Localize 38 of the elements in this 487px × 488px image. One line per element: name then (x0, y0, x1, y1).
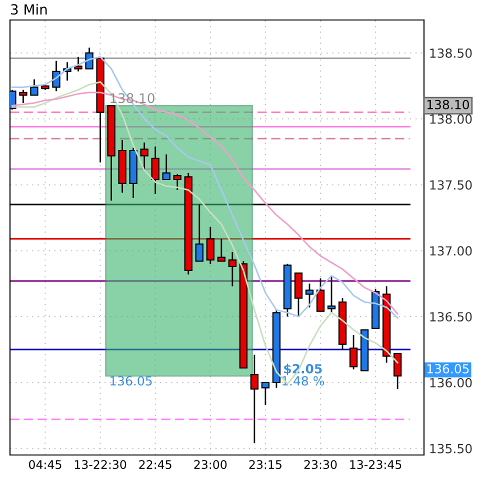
y-tick-label: 138.50 (430, 48, 472, 58)
y-tick-label: 136.50 (430, 312, 472, 322)
chart-title: 3 Min (11, 4, 47, 15)
annotation: 136.05 (110, 376, 152, 386)
candlestick (30, 78, 38, 96)
candlestick (85, 46, 94, 70)
x-tick-label: 13-23:45 (350, 460, 402, 469)
annotation: 1.48 % (282, 376, 324, 386)
candlestick (74, 56, 82, 72)
y-tick-label: 137.50 (430, 180, 472, 190)
x-tick-label: 22:45 (139, 460, 172, 469)
candlestick (393, 352, 402, 390)
text: 138.10 (427, 100, 469, 110)
candlestick (305, 282, 314, 308)
y-tick-label: 137.00 (430, 246, 472, 256)
candlestick (228, 251, 236, 287)
candlestick (52, 60, 60, 92)
candlestick (162, 154, 170, 180)
y-tick-label: 135.50 (430, 444, 472, 454)
x-tick-label: 23:30 (304, 460, 337, 469)
candlestick (151, 146, 160, 195)
x-tick-label: 23:00 (194, 460, 227, 469)
candlestick (261, 382, 270, 406)
candlestick (173, 174, 182, 191)
x-tick-label: 13-22:30 (74, 460, 126, 469)
annotation: $2.05 (284, 364, 322, 376)
candlestick (140, 142, 148, 171)
line-series (11, 92, 398, 315)
candlestick (250, 354, 259, 444)
candlestick (316, 278, 325, 312)
candlestick (327, 275, 336, 314)
x-tick-label: 23:15 (249, 460, 282, 469)
candlestick (349, 334, 358, 370)
candlestick (19, 89, 28, 104)
y-tick-label: 138.00 (430, 114, 472, 124)
y-tick-label: 136.00 (430, 378, 472, 388)
x-tick-label: 04:45 (29, 460, 62, 469)
text: 136.05 (427, 364, 469, 374)
